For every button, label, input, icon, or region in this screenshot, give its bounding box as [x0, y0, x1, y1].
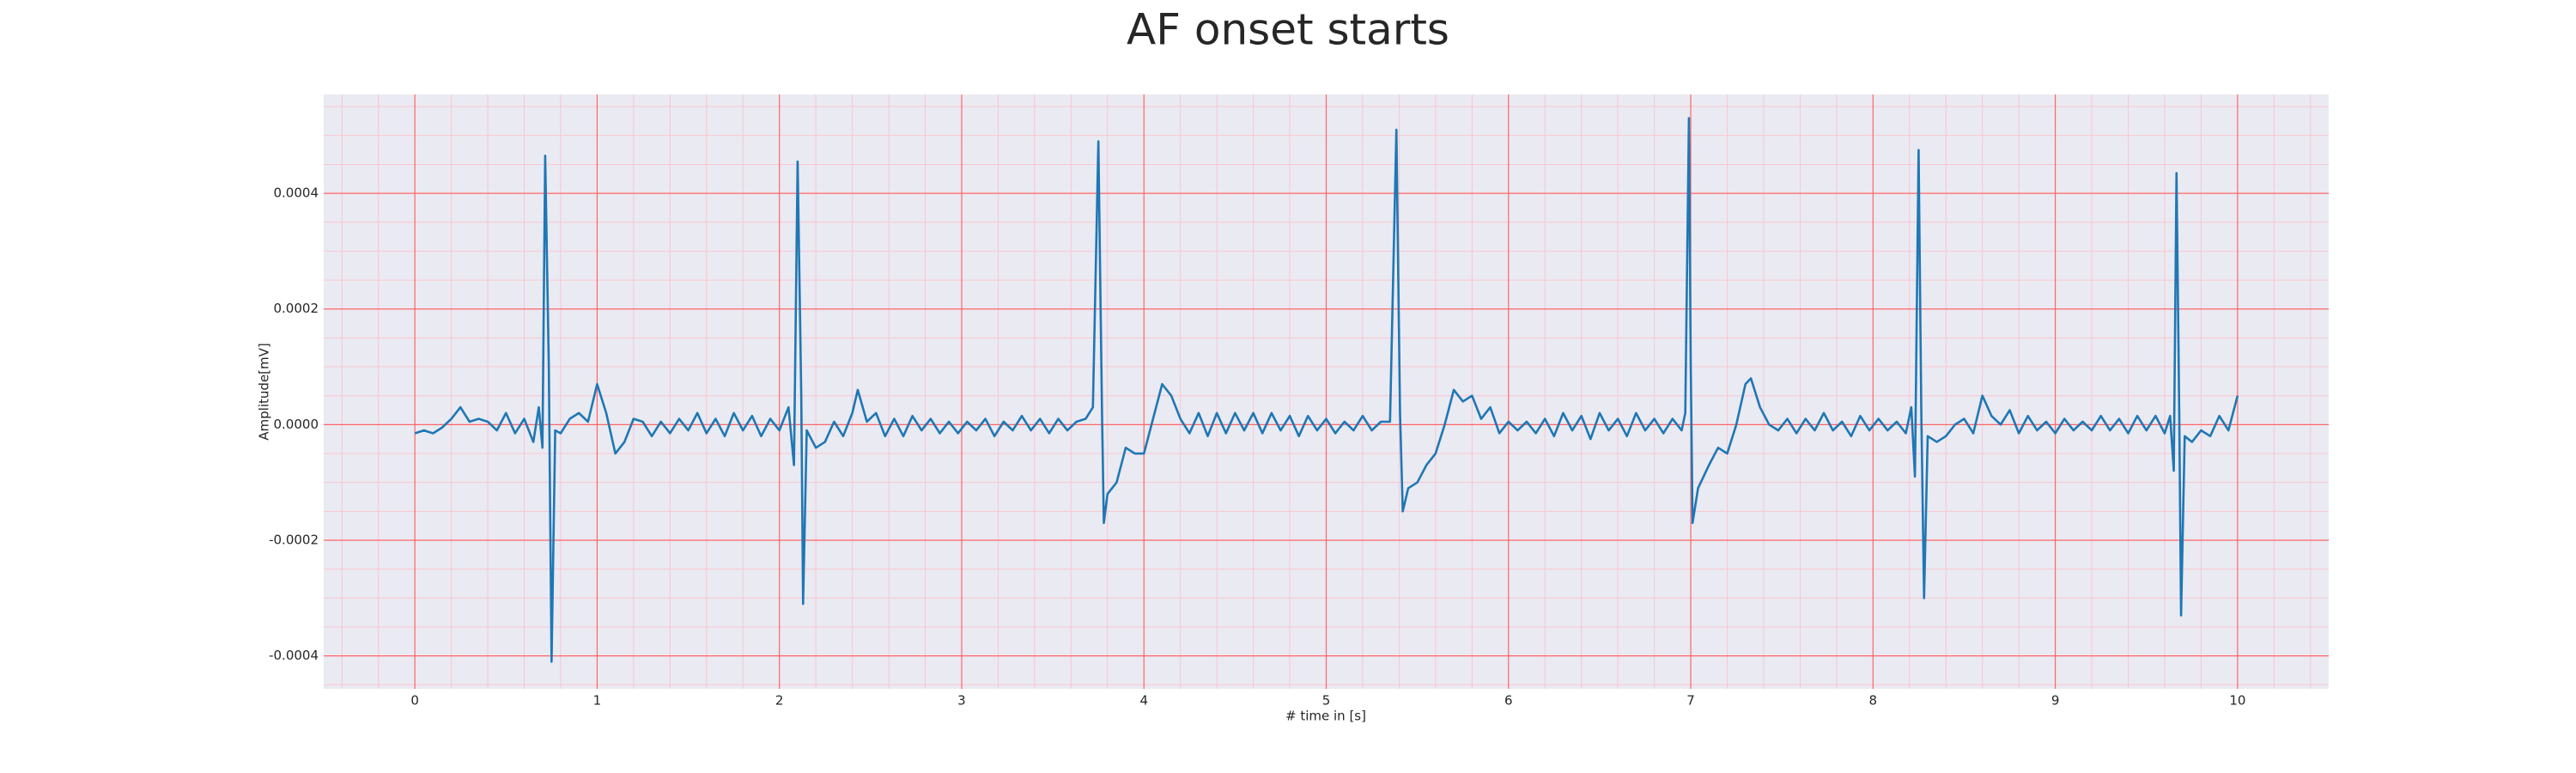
x-tick-label: 8 [1869, 693, 1878, 709]
signal-line [414, 117, 2239, 663]
x-tick-label: 4 [1139, 693, 1148, 709]
chart-title: AF onset starts [1127, 5, 1449, 55]
y-tick-label: 0.0000 [274, 417, 319, 432]
y-axis-label: Amplitude[mV] [257, 343, 272, 440]
x-tick-label: 2 [775, 693, 784, 709]
x-tick-label: 0 [410, 693, 419, 709]
y-tick-label: 0.0004 [274, 186, 319, 201]
x-axis-label: # time in [s] [1285, 709, 1366, 724]
y-tick-label: -0.0004 [269, 648, 319, 663]
x-tick-label: 7 [1686, 693, 1695, 709]
x-tick-label: 3 [957, 693, 966, 709]
x-tick-label: 6 [1504, 693, 1513, 709]
x-tick-label: 1 [593, 693, 602, 709]
x-tick-label: 9 [2051, 693, 2060, 709]
y-tick-label: -0.0002 [269, 533, 319, 548]
y-tick-label: 0.0002 [274, 301, 319, 316]
x-tick-label: 5 [1322, 693, 1331, 709]
x-tick-label: 10 [2229, 693, 2245, 709]
